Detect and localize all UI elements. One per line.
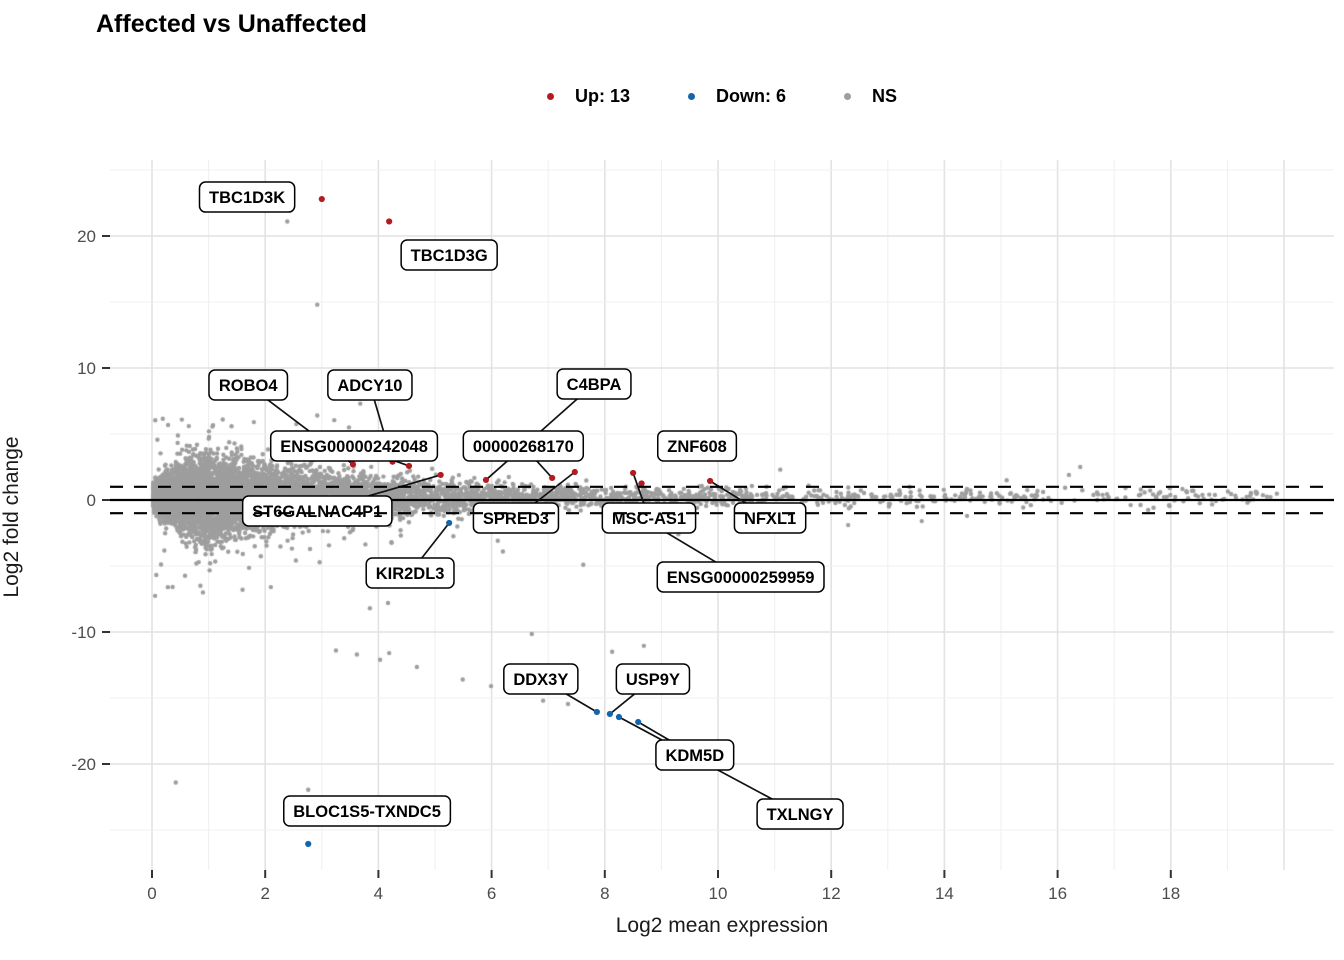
- gene-label-text: ADCY10: [337, 377, 402, 395]
- gene-label-box: [208, 369, 289, 401]
- gene-label-text: MSC-AS1: [612, 510, 686, 528]
- gene-label: DDX3Y: [503, 663, 579, 695]
- gene-label-box: [283, 795, 452, 827]
- down-point: [305, 840, 312, 848]
- down-point: [446, 519, 453, 527]
- up-point: [482, 476, 490, 484]
- up-point: [318, 195, 325, 203]
- gene-labels: TBC1D3K TBC1D3G ROBO4 ADCY10 C4BPA 0000026817…: [198, 181, 844, 830]
- gene-label-text: C4BPA: [567, 376, 622, 394]
- gene-label-box: [400, 239, 498, 271]
- gene-label-box: [241, 495, 393, 527]
- gene-label-text: ENSG00000259959: [667, 569, 815, 587]
- gene-label: SPRED3: [472, 502, 560, 534]
- down-point: [606, 710, 613, 718]
- gene-label: KIR2DL3: [365, 557, 455, 589]
- gene-label-box: [656, 561, 825, 593]
- gene-label: ZNF608: [657, 430, 738, 462]
- gene-label-text: BLOC1S5-TXNDC5: [293, 803, 441, 821]
- gene-label: BLOC1S5-TXNDC5: [283, 795, 452, 827]
- gene-label-text: NFXL1: [744, 510, 796, 528]
- gene-label-text: SPRED3: [483, 510, 549, 528]
- gene-label: TBC1D3G: [400, 239, 498, 271]
- up-point: [437, 471, 444, 479]
- down-point: [635, 718, 642, 726]
- gene-label: ST6GALNAC4P1: [241, 495, 393, 527]
- gene-label-text: KIR2DL3: [376, 565, 445, 583]
- up-point: [549, 474, 556, 482]
- gene-label-box: [601, 502, 697, 534]
- gene-label: USP9Y: [615, 663, 691, 695]
- gene-label-text: TXLNGY: [767, 806, 834, 824]
- gene-label: KDM5D: [655, 739, 735, 771]
- gene-label: ROBO4: [208, 369, 289, 401]
- gene-label: ADCY10: [327, 369, 413, 401]
- down-point: [593, 708, 600, 716]
- gene-label-text: KDM5D: [665, 747, 724, 765]
- gene-label-box: [615, 663, 691, 695]
- gene-label-text: ZNF608: [667, 438, 727, 456]
- gene-label: ENSG00000259959: [656, 561, 825, 593]
- gene-label-text: TBC1D3K: [209, 189, 285, 207]
- up-point: [349, 461, 357, 468]
- gene-label-box: [657, 430, 738, 462]
- up-point: [386, 218, 393, 225]
- gene-label-text: TBC1D3G: [411, 247, 488, 265]
- gene-label-box: [733, 502, 807, 534]
- gene-label: NFXL1: [733, 502, 807, 534]
- gene-label-box: [269, 430, 439, 462]
- gene-label: MSC-AS1: [601, 502, 697, 534]
- gene-label-box: [556, 368, 632, 400]
- gene-label-box: [365, 557, 455, 589]
- gene-label-box: [756, 798, 844, 830]
- gene-label: ENSG00000242048: [269, 430, 439, 462]
- up-point: [630, 469, 637, 477]
- x-axis-title: Log2 mean expression: [615, 914, 829, 937]
- gene-label: TXLNGY: [756, 798, 844, 830]
- gene-label-box: [655, 739, 735, 771]
- significant-points: [305, 195, 714, 848]
- gene-label-text: DDX3Y: [513, 671, 568, 689]
- up-point: [405, 462, 413, 470]
- gene-label-text: 00000268170: [473, 438, 574, 456]
- gene-label-text: ROBO4: [219, 377, 279, 395]
- up-point: [571, 468, 578, 476]
- up-point: [638, 480, 645, 487]
- down-point: [615, 713, 623, 721]
- gene-label-box: [198, 181, 296, 213]
- gene-label-box: [472, 502, 560, 534]
- gene-label: C4BPA: [556, 368, 632, 400]
- gene-label-box: [462, 430, 585, 462]
- gene-label-text: ENSG00000242048: [280, 438, 428, 456]
- gene-label-box: [327, 369, 413, 401]
- up-point: [706, 477, 714, 485]
- y-axis-title: Log2 fold change: [0, 436, 23, 598]
- gene-label: TBC1D3K: [198, 181, 296, 213]
- gene-label-text: USP9Y: [626, 671, 680, 689]
- gene-label-text: ST6GALNAC4P1: [252, 503, 382, 521]
- gene-label-box: [503, 663, 579, 695]
- gene-label: 00000268170: [462, 430, 585, 462]
